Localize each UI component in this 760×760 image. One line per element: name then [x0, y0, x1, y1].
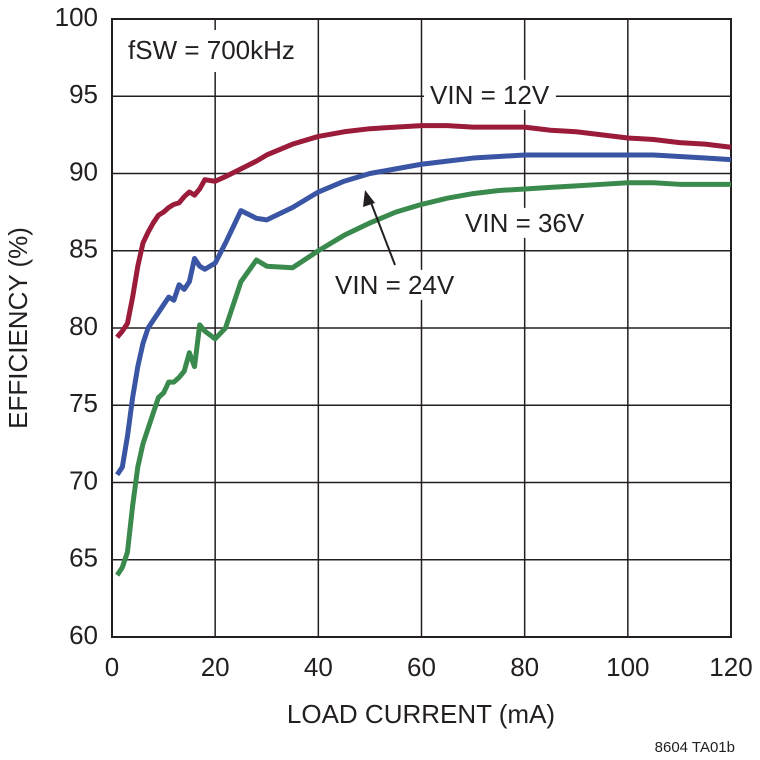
y-tick-label: 70: [69, 465, 98, 495]
y-tick-label: 60: [69, 620, 98, 650]
annotation-box: [118, 30, 313, 72]
series-line: [115, 152, 732, 477]
y-tick-label: 100: [55, 2, 98, 32]
y-tick-label: 80: [69, 311, 98, 341]
series-label: VIN = 24V: [335, 270, 455, 300]
y-tick-label: 75: [69, 388, 98, 418]
arrow-line: [369, 199, 396, 266]
y-tick-label: 95: [69, 79, 98, 109]
x-tick-label: 40: [304, 652, 333, 682]
arrow-head: [363, 190, 375, 207]
x-tick-label: 80: [510, 652, 539, 682]
x-tick-label: 20: [201, 652, 230, 682]
x-tick-label: 60: [407, 652, 436, 682]
series-label: VIN = 12V: [430, 80, 550, 110]
label-bg: [459, 207, 591, 238]
x-tick-label: 120: [709, 652, 752, 682]
label-bg: [329, 269, 461, 300]
y-tick-label: 65: [69, 543, 98, 573]
series-label: VIN = 36V: [465, 208, 585, 238]
plot-frame: [111, 18, 732, 638]
series-line: [115, 180, 731, 577]
footnote: 8604 TA01b: [655, 739, 735, 756]
y-tick-label: 90: [69, 156, 98, 186]
annotation: fSW = 700kHz: [128, 35, 295, 65]
y-tick-label: 85: [69, 234, 98, 264]
x-tick-label: 100: [606, 652, 649, 682]
y-axis-label: EFFICIENCY (%): [3, 227, 33, 429]
x-tick-label: 0: [105, 652, 119, 682]
series-line: [115, 123, 732, 339]
x-axis-label: LOAD CURRENT (mA): [287, 699, 555, 729]
label-bg: [424, 79, 556, 110]
